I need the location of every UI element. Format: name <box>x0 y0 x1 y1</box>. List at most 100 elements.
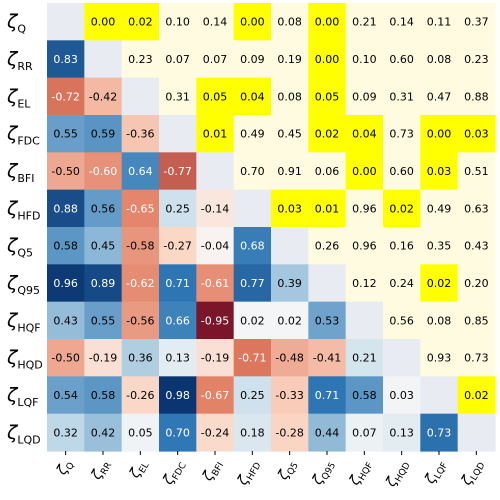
pvalue-cell <box>345 189 384 228</box>
correlation-cell <box>84 77 123 116</box>
pvalue-cell <box>308 115 347 153</box>
correlation-cell <box>271 413 309 452</box>
pvalue-cell <box>271 115 309 153</box>
pvalue-label: 0.49 <box>427 202 452 215</box>
column-label: ζRR <box>88 457 114 484</box>
pvalue-cell <box>196 3 235 41</box>
correlation-cell <box>159 301 197 340</box>
correlation-label: 0.83 <box>53 53 78 66</box>
pvalue-label: 0.45 <box>277 128 302 141</box>
correlation-cell <box>121 264 160 303</box>
correlation-cell <box>196 189 235 228</box>
pvalue-label: 0.23 <box>128 53 153 66</box>
correlation-cell <box>84 413 123 452</box>
pvalue-label: 0.14 <box>389 16 414 29</box>
pvalue-cell <box>383 189 421 228</box>
correlation-cell <box>121 413 160 452</box>
correlation-label: -0.65 <box>126 202 154 215</box>
row-label: ζLQD <box>6 421 41 446</box>
pvalue-cell <box>308 227 347 265</box>
correlation-cell <box>308 376 347 415</box>
pvalue-cell <box>383 115 421 153</box>
pvalue-cell <box>233 152 272 191</box>
pvalue-label: 0.07 <box>165 53 190 66</box>
correlation-label: 0.58 <box>91 389 116 402</box>
pvalue-cell <box>196 40 235 79</box>
correlation-label: 0.98 <box>165 389 190 402</box>
row-label: ζEL <box>6 85 31 110</box>
correlation-cell <box>84 301 123 340</box>
diagonal-cell <box>420 376 459 415</box>
correlation-label: -0.56 <box>126 314 154 327</box>
correlation-label: 0.66 <box>165 314 190 327</box>
pvalue-label: 0.91 <box>277 165 302 178</box>
pvalue-cell <box>420 264 459 303</box>
correlation-label: -0.48 <box>275 352 303 365</box>
column-label: ζHQD <box>383 457 413 492</box>
correlation-cell <box>84 227 123 265</box>
row-label: ζFDC <box>6 123 40 148</box>
correlation-cell <box>233 264 272 303</box>
correlation-cell <box>159 189 197 228</box>
pvalue-cell <box>271 152 309 191</box>
pvalue-cell <box>457 376 496 415</box>
correlation-cell <box>308 413 347 452</box>
correlation-cell <box>345 413 384 452</box>
correlation-label: -0.27 <box>163 240 191 253</box>
pvalue-label: 0.14 <box>203 16 228 29</box>
correlation-cell <box>159 376 197 415</box>
pvalue-cell <box>383 77 421 116</box>
correlation-label: -0.60 <box>89 165 117 178</box>
correlation-label: 0.05 <box>128 426 153 439</box>
diagonal-cell <box>345 301 384 340</box>
correlation-label: 0.13 <box>389 426 414 439</box>
correlation-label: -0.19 <box>201 352 229 365</box>
correlation-label: -0.28 <box>275 426 303 439</box>
pvalue-label: 0.01 <box>203 128 228 141</box>
pvalue-label: 0.02 <box>464 389 489 402</box>
pvalue-cell <box>308 40 347 79</box>
pvalue-label: 0.21 <box>352 16 377 29</box>
pvalue-label: 0.56 <box>389 314 414 327</box>
pvalue-cell <box>457 40 496 79</box>
correlation-label: 0.45 <box>91 240 116 253</box>
correlation-label: -0.14 <box>201 202 229 215</box>
diagonal-cell <box>121 77 160 116</box>
pvalue-label: 0.08 <box>277 16 302 29</box>
correlation-label: 0.64 <box>128 165 153 178</box>
diagonal-cell <box>383 339 421 377</box>
correlation-cell <box>84 115 123 153</box>
pvalue-label: 0.08 <box>277 90 302 103</box>
correlation-cell <box>47 376 85 415</box>
pvalue-cell <box>233 115 272 153</box>
correlation-label: 0.71 <box>165 277 190 290</box>
correlation-cell <box>196 227 235 265</box>
pvalue-label: 0.19 <box>277 53 302 66</box>
correlation-label: -0.58 <box>126 240 154 253</box>
correlation-label: -0.26 <box>126 389 154 402</box>
correlation-cell <box>233 376 272 415</box>
correlation-label: -0.50 <box>51 352 79 365</box>
correlation-cell <box>196 413 235 452</box>
row-label: ζHQD <box>6 347 43 372</box>
pvalue-cell <box>308 3 347 41</box>
diagonal-cell <box>308 264 347 303</box>
correlation-cell <box>121 339 160 377</box>
pvalue-label: 0.03 <box>464 128 489 141</box>
pvalue-label: 0.93 <box>427 352 452 365</box>
pvalue-label: 0.12 <box>352 277 377 290</box>
diagonal-cell <box>271 227 309 265</box>
pvalue-cell <box>457 152 496 191</box>
correlation-cell <box>47 77 85 116</box>
pvalue-label: 0.35 <box>427 240 452 253</box>
correlation-cell <box>345 376 384 415</box>
column-label: ζQ <box>53 457 76 480</box>
correlation-cell <box>84 189 123 228</box>
pvalue-cell <box>420 3 459 41</box>
column-label: ζBFI <box>199 457 226 486</box>
correlation-cell <box>47 189 85 228</box>
correlation-cell <box>159 413 197 452</box>
correlation-label: -0.19 <box>89 352 117 365</box>
pvalue-label: 0.16 <box>389 240 414 253</box>
